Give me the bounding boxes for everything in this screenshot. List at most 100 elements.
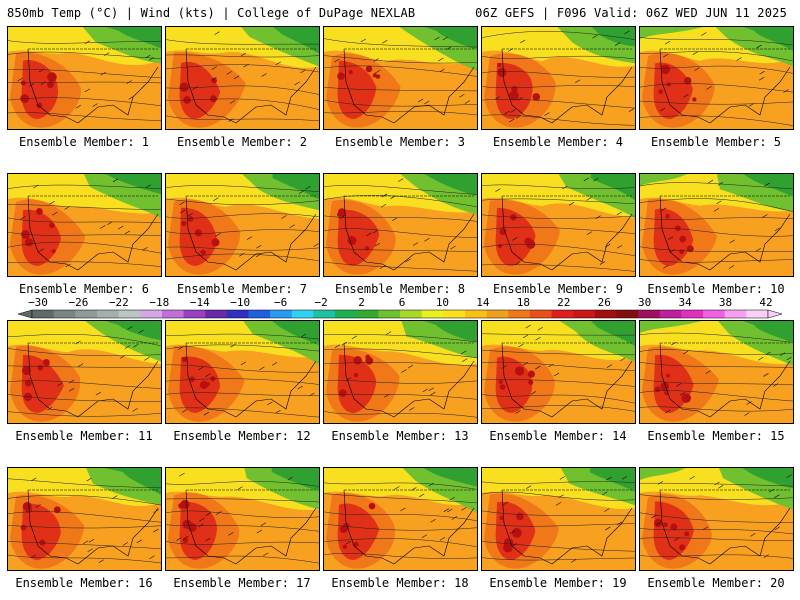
colorbar-swatch <box>183 310 206 318</box>
height-contour <box>324 538 477 548</box>
height-contour <box>166 246 319 251</box>
height-contour <box>324 246 477 253</box>
hot-region <box>337 503 380 560</box>
wind-barb <box>126 80 132 84</box>
coastline <box>659 489 791 565</box>
coastline <box>185 489 317 565</box>
wind-barb <box>203 411 209 416</box>
hot-region <box>179 61 221 119</box>
colorbar-tick-label: 42 <box>759 296 773 309</box>
ensemble-member-label: Ensemble Member: 10 <box>647 282 785 296</box>
height-contour <box>482 114 635 126</box>
wind-barb <box>261 73 267 77</box>
wind-barb <box>517 97 523 101</box>
ensemble-member-map <box>165 173 320 277</box>
height-contour <box>166 333 319 340</box>
ensemble-member-label: Ensemble Member: 6 <box>18 282 150 296</box>
height-contour <box>640 482 793 487</box>
wind-barb <box>558 494 564 499</box>
height-contour <box>324 482 477 490</box>
wind-barb <box>373 58 379 62</box>
ensemble-member-label: Ensemble Member: 8 <box>334 282 466 296</box>
colorbar-swatch <box>96 310 120 318</box>
hot-region <box>21 354 64 413</box>
hot-spot <box>497 67 507 78</box>
ensemble-member-label: Ensemble Member: 16 <box>15 576 153 590</box>
colorbar-tick-label: 38 <box>718 296 733 309</box>
colorbar-tick-label: −30 <box>28 296 48 309</box>
wind-barb <box>256 529 263 534</box>
wind-barb <box>149 555 155 559</box>
wind-barb <box>65 263 71 268</box>
coastline <box>343 342 475 418</box>
dark-green-region <box>743 174 793 197</box>
wind-barb <box>373 229 379 234</box>
wind-barb <box>179 472 185 477</box>
height-contour <box>640 198 793 212</box>
hot-region <box>495 207 536 266</box>
colorbar-swatch <box>551 310 574 318</box>
wind-barb <box>459 93 465 98</box>
wind-barb <box>132 408 138 412</box>
wind-barb <box>526 485 532 489</box>
wind-barb <box>192 86 198 90</box>
colorbar-tick-label: 6 <box>398 296 406 309</box>
wind-barb <box>148 57 155 61</box>
height-contour <box>324 553 477 559</box>
hot-spot <box>511 85 518 93</box>
hot-spot <box>49 222 55 229</box>
hot-spot <box>372 73 377 78</box>
ensemble-member-label: Ensemble Member: 9 <box>492 282 624 296</box>
height-contour <box>324 334 477 343</box>
hot-spot <box>211 238 220 247</box>
wind-barb <box>84 88 90 93</box>
colorbar-swatch <box>226 310 249 318</box>
wind-barb <box>177 346 184 350</box>
hot-spot <box>683 77 692 85</box>
wind-barb <box>392 217 398 222</box>
ensemble-member-map <box>323 173 478 277</box>
ensemble-member-map <box>639 173 794 277</box>
wind-barb <box>92 103 98 107</box>
height-contour <box>640 217 793 220</box>
hot-region <box>179 207 218 266</box>
hot-region <box>653 62 693 119</box>
colorbar-swatch <box>724 310 747 318</box>
hot-region <box>337 60 377 119</box>
hot-spot <box>194 229 203 237</box>
hot-spot <box>660 382 670 391</box>
map-panel-svg <box>482 321 635 423</box>
colorbar-swatch <box>508 310 531 318</box>
height-contour <box>324 411 477 418</box>
hot-spot <box>24 238 34 247</box>
wind-barb <box>112 178 119 183</box>
colorbar-tick-label: 30 <box>638 296 652 309</box>
height-contour <box>166 392 319 396</box>
height-contour <box>482 510 635 516</box>
wind-barb <box>383 394 390 398</box>
ensemble-member-label: Ensemble Member: 17 <box>173 576 311 590</box>
hot-spot <box>348 70 353 75</box>
wind-barb <box>122 542 129 546</box>
wind-barb <box>243 63 249 68</box>
hot-spot <box>182 537 189 543</box>
wind-barb <box>442 36 448 41</box>
coastline <box>501 48 633 124</box>
wind-barb <box>586 197 592 201</box>
wind-barb <box>515 261 521 266</box>
colorbar-labels: −30 −26 −22 −18 −14 −10 −6 −2 2 6 10 14 18 22 26 30 34 38… <box>0 296 800 309</box>
wind-barb <box>260 522 266 526</box>
hot-spot <box>365 356 374 365</box>
hot-spot <box>516 512 524 521</box>
wind-barb <box>133 343 139 348</box>
colorbar-swatch <box>594 310 617 318</box>
wind-barb <box>511 543 517 547</box>
colorbar-tick-label: 2 <box>358 296 365 309</box>
wind-barb <box>683 350 689 355</box>
height-contour <box>8 231 161 237</box>
hot-spot <box>25 507 32 514</box>
hot-spot <box>353 541 359 547</box>
height-contour <box>324 215 477 222</box>
dark-green-region <box>423 321 477 342</box>
hot-region <box>337 354 377 413</box>
